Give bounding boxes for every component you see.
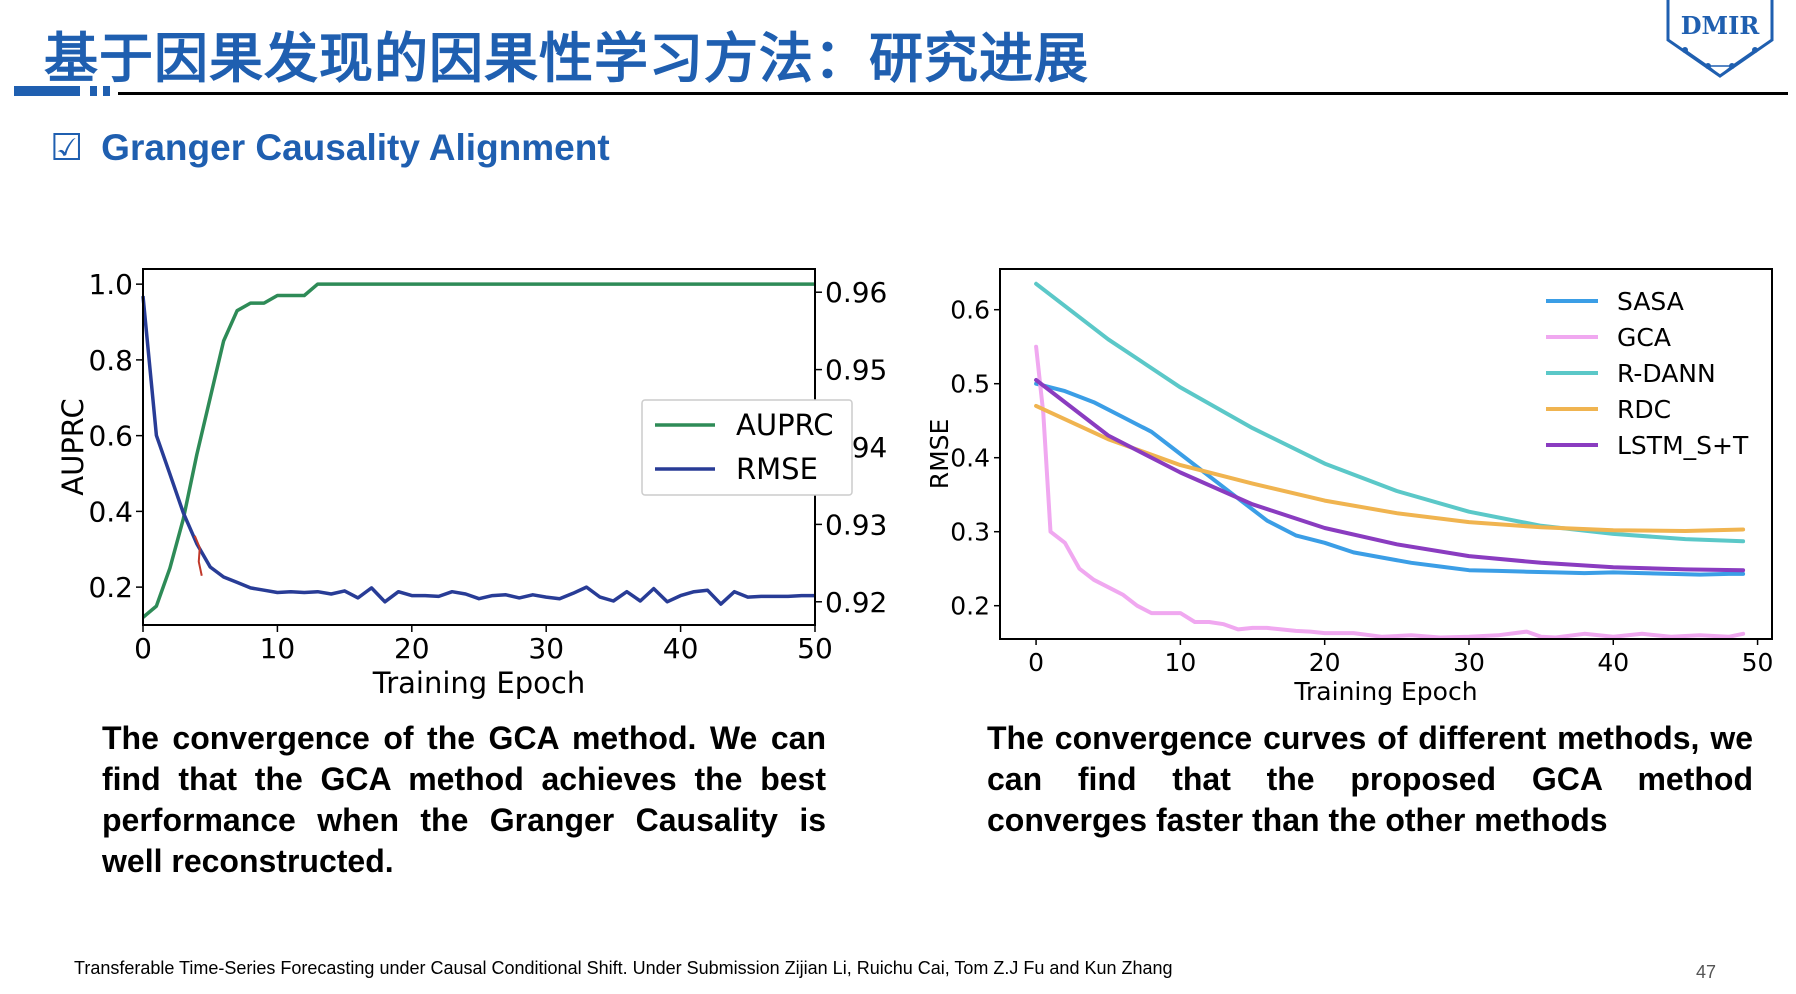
left-caption: The convergence of the GCA method. We ca… [102, 720, 826, 879]
x-tick-label: 40 [1597, 648, 1629, 677]
x-tick-label: 10 [260, 632, 296, 665]
y-tick-label: 0.8 [88, 344, 133, 377]
page-number: 47 [1696, 962, 1717, 982]
y-tick-label: 0.2 [88, 571, 133, 604]
title-underline-accent [14, 86, 80, 96]
x-axis-label: Training Epoch [1293, 677, 1477, 705]
legend-label: RDC [1617, 395, 1671, 424]
section-heading-text: Granger Causality Alignment [101, 127, 610, 168]
legend-label: GCA [1617, 323, 1671, 352]
chart-legend: SASA GCA R-DANN RDC LSTM_S+T [1546, 287, 1749, 460]
series-line-rmse [141, 295, 815, 606]
series-line-r-dann [1034, 281, 1746, 544]
x-tick-label: 20 [1309, 648, 1341, 677]
legend-label: AUPRC [736, 408, 834, 442]
series-line-auprc [141, 282, 815, 619]
red-annotation-mark [193, 535, 203, 576]
y-tick-label: 0.4 [950, 444, 990, 473]
plot-frame [999, 268, 1773, 640]
gca-convergence-chart: 0 10 20 30 40 500.20.40.60.81.00.920.930.940.… [56, 268, 910, 700]
y2-tick-label: 0.95 [825, 354, 887, 387]
y2-tick-label: 0.96 [825, 276, 887, 309]
y2-tick-label: 0.92 [825, 586, 887, 619]
x-tick-label: 20 [394, 632, 430, 665]
x-tick-label: 40 [663, 632, 699, 665]
x-tick-label: 50 [1742, 648, 1774, 677]
x-tick-label: 10 [1164, 648, 1196, 677]
x-tick-label: 0 [134, 632, 152, 665]
y2-tick-label: 0.93 [825, 508, 887, 541]
series-line-lstm-s-t [1034, 378, 1746, 573]
y-tick-label: 0.5 [950, 370, 990, 399]
y-tick-label: 0.6 [950, 296, 990, 325]
y2-axis-label: RMSE [904, 386, 910, 468]
page-title: 基于因果发现的因果性学习方法：研究进展 [44, 27, 1089, 90]
title-underline-tick [103, 86, 110, 96]
legend-label: RMSE [736, 452, 818, 486]
logo-text: DMIR [1681, 11, 1761, 40]
section-heading: ☑ Granger Causality Alignment [50, 126, 610, 169]
y-tick-label: 1.0 [88, 268, 133, 301]
reference-footnote: Transferable Time-Series Forecasting und… [74, 958, 1173, 978]
y-tick-label: 0.4 [88, 495, 133, 528]
y-tick-label: 0.6 [88, 420, 133, 453]
y-tick-label: 0.2 [950, 592, 990, 621]
series-line-rdc [1034, 403, 1746, 533]
checkbox-icon: ☑ [50, 127, 84, 168]
title-divider [118, 92, 1788, 95]
series-line-sasa [1034, 381, 1746, 577]
chart-legend: AUPRC RMSE [641, 399, 853, 496]
x-axis-label: Training Epoch [372, 666, 585, 700]
y-axis-label: RMSE [925, 419, 954, 490]
right-caption: The convergence curves of different meth… [987, 720, 1753, 838]
x-tick-label: 30 [528, 632, 564, 665]
legend-label: LSTM_S+T [1617, 431, 1749, 460]
legend-label: R-DANN [1617, 359, 1716, 388]
y-tick-label: 0.3 [950, 518, 990, 547]
x-tick-label: 30 [1453, 648, 1485, 677]
title-underline-tick [90, 86, 97, 96]
methods-convergence-chart: 0 10 20 30 40 50 0.2 0.3 0.4 0.5 0.6 Training Epoch… [925, 268, 1774, 705]
y-axis-label: AUPRC [56, 398, 90, 496]
x-tick-label: 50 [797, 632, 833, 665]
series-line-gca [1034, 344, 1746, 640]
legend-label: SASA [1617, 287, 1684, 316]
dmir-logo: DMIR [1666, 0, 1774, 78]
x-tick-label: 0 [1028, 648, 1044, 677]
